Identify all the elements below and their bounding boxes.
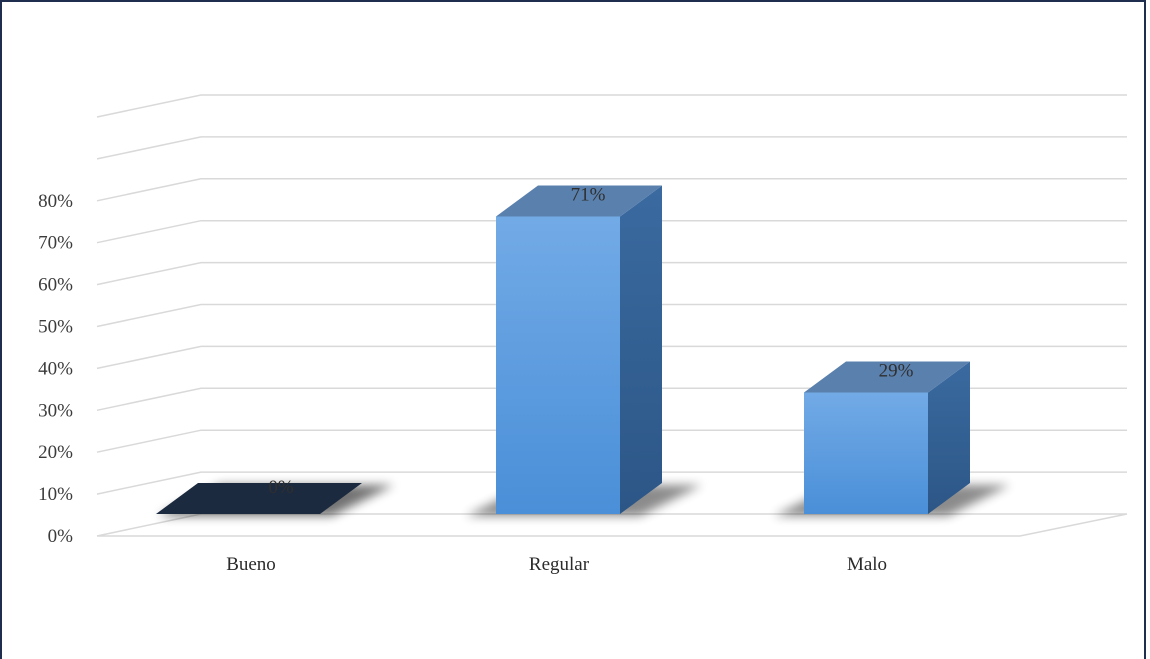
- gridline: [96, 513, 1128, 537]
- data-label: 0%: [268, 477, 294, 498]
- bar-malo: [804, 361, 970, 514]
- data-label: 71%: [571, 185, 606, 206]
- bar-top: [496, 185, 662, 217]
- y-tick-label: 80%: [38, 191, 73, 212]
- bar-regular: [496, 185, 662, 514]
- data-labels: 0% 71% 29%: [268, 185, 913, 498]
- x-axis-categories: Bueno Regular Malo: [226, 554, 887, 575]
- y-tick-label: 60%: [38, 275, 73, 296]
- x-category-label: Malo: [847, 554, 887, 575]
- y-tick-label: 0%: [48, 526, 74, 547]
- gridline: [96, 261, 1127, 286]
- bar-front: [804, 392, 928, 514]
- gridline: [96, 345, 1127, 370]
- bar-front: [496, 216, 620, 514]
- bar-side: [928, 361, 970, 514]
- gridlines: [96, 94, 1128, 537]
- gridline: [96, 303, 1127, 328]
- data-label: 29%: [879, 360, 914, 381]
- y-axis-ticks: 0% 10% 20% 30% 40% 50% 60% 70% 80%: [38, 191, 73, 547]
- y-tick-label: 30%: [38, 400, 73, 421]
- bar-bueno: [156, 483, 362, 514]
- bar-side: [620, 185, 662, 514]
- gridline: [96, 94, 1127, 118]
- y-tick-label: 40%: [38, 358, 73, 379]
- gridline: [96, 136, 1127, 160]
- y-tick-label: 20%: [38, 442, 73, 463]
- y-tick-label: 50%: [38, 317, 73, 338]
- x-category-label: Regular: [529, 554, 590, 575]
- bars: [156, 185, 970, 514]
- bar-flat: [156, 483, 362, 514]
- y-tick-label: 10%: [38, 484, 73, 505]
- x-category-label: Bueno: [226, 554, 276, 575]
- gridline: [96, 178, 1127, 202]
- gridline: [96, 219, 1127, 244]
- y-tick-label: 70%: [38, 233, 73, 254]
- bar-top: [804, 361, 970, 393]
